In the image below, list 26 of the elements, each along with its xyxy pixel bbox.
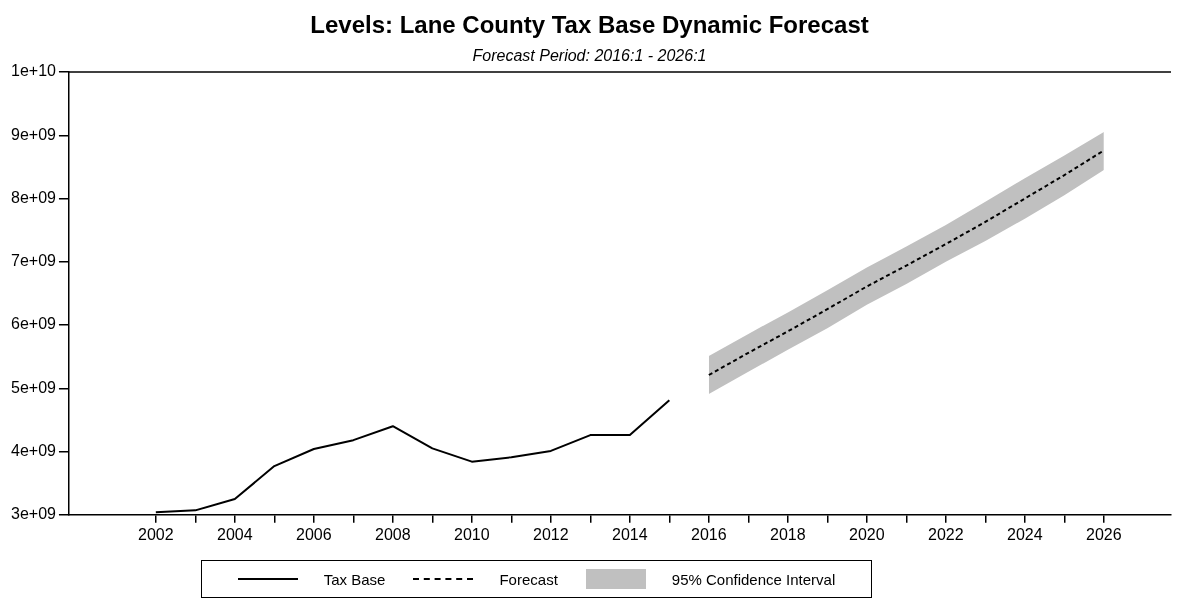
x-tick-label: 2018 — [770, 525, 806, 543]
legend-label: Forecast — [499, 570, 558, 588]
x-tick-label: 2002 — [138, 525, 174, 543]
x-tick-label: 2012 — [533, 525, 569, 543]
x-tick-label: 2004 — [217, 525, 253, 543]
y-tick-label: 5e+09 — [11, 378, 57, 396]
legend-label: Tax Base — [323, 570, 386, 588]
y-tick-label: 4e+09 — [11, 441, 57, 459]
y-tick-label: 3e+09 — [11, 505, 57, 523]
x-tick-label: 2026 — [1086, 525, 1122, 543]
y-tick-label: 6e+09 — [11, 315, 57, 333]
x-tick-label: 2020 — [849, 525, 885, 543]
x-tick-label: 2006 — [296, 525, 332, 543]
x-tick-label: 2016 — [691, 525, 727, 543]
y-tick-label: 7e+09 — [11, 252, 57, 270]
chart-subtitle: Forecast Period: 2016:1 - 2026:1 — [472, 46, 707, 64]
text: 95% Confidence Interval — [671, 570, 836, 588]
x-tick-label: 2008 — [375, 525, 411, 543]
x-tick-label: 2024 — [1007, 525, 1043, 543]
x-tick-label: 2022 — [928, 525, 964, 543]
y-tick-label: 9e+09 — [11, 125, 57, 143]
x-tick-label: 2010 — [454, 525, 490, 543]
chart-title: Levels: Lane County Tax Base Dynamic Forecast — [310, 11, 869, 39]
y-tick-label: 8e+09 — [11, 188, 57, 206]
y-tick-label: 1e+10 — [11, 62, 57, 80]
x-tick-label: 2014 — [612, 525, 648, 543]
